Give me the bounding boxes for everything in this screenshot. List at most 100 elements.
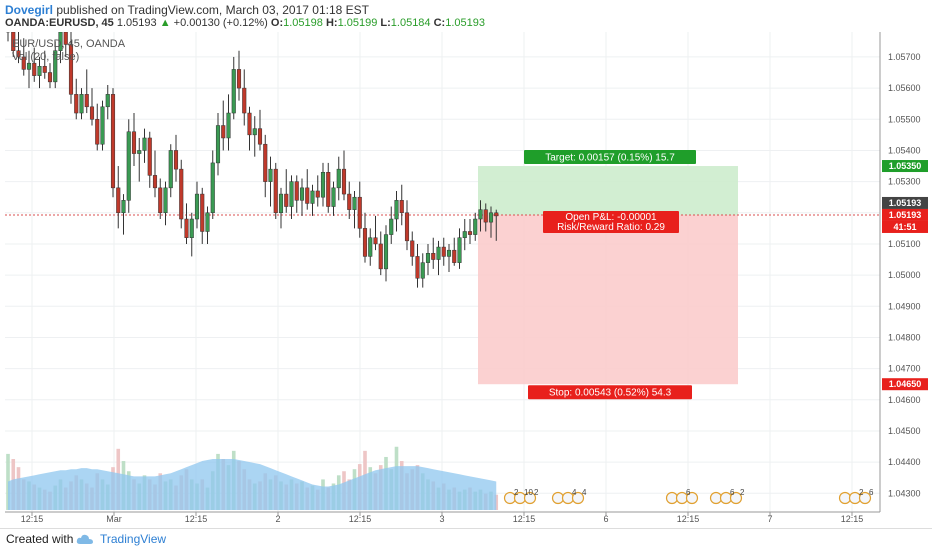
candle-body <box>278 193 284 214</box>
y-tick-label: 1.04500 <box>888 426 921 436</box>
candle-body <box>84 94 89 108</box>
candle-body <box>268 168 273 182</box>
candle-body <box>263 143 268 182</box>
candle-body <box>131 131 137 154</box>
stop-label: Stop: 0.00543 (0.52%) 54.3 <box>549 388 672 399</box>
candle-body <box>42 66 47 73</box>
candle-body <box>184 218 189 238</box>
change-value: +0.00130 (+0.12%) <box>173 17 268 29</box>
publish-line: Dovegirl published on TradingView.com, M… <box>5 3 369 17</box>
created-with-text: Created with <box>6 532 74 546</box>
candle-body <box>252 128 257 136</box>
y-tick-label: 1.05400 <box>888 145 921 155</box>
x-tick-label: Mar <box>106 514 122 524</box>
candle-body <box>331 187 336 207</box>
risk-reward-label: Risk/Reward Ratio: 0.29 <box>557 222 665 233</box>
event-badge-count: 2 <box>534 488 539 497</box>
candle-body <box>210 162 215 214</box>
candle-body <box>436 246 441 260</box>
candle-body <box>53 50 58 83</box>
event-flag-icon <box>571 491 585 505</box>
event-badge-count: 2 <box>514 488 519 497</box>
last-price: 1.05193 <box>116 17 157 29</box>
chart-background <box>0 32 932 528</box>
candle-body <box>116 187 121 214</box>
candle-body <box>221 125 226 139</box>
y-tick-label: 1.04700 <box>888 364 921 374</box>
candle-body <box>425 253 431 263</box>
candle-body <box>362 228 368 257</box>
x-tick-label: 12:15 <box>677 514 700 524</box>
target-label-box <box>524 150 696 165</box>
volume-bar <box>6 453 10 510</box>
event-flag-icon <box>685 491 699 505</box>
countdown-marker: 41:51 <box>893 222 916 232</box>
candle-body <box>383 234 389 270</box>
candle-body <box>410 240 415 257</box>
y-tick-label: 1.05100 <box>888 239 921 249</box>
candle-body <box>389 218 394 235</box>
candle-body <box>26 62 32 70</box>
event-flag-icon <box>523 491 537 505</box>
candle-body <box>247 112 252 136</box>
x-tick-label: 6 <box>603 514 608 524</box>
low-value: 1.05184 <box>390 17 431 29</box>
candle-body <box>441 246 446 257</box>
candle-body <box>142 137 147 151</box>
ohlc-line: OANDA:EURUSD, 45 1.05193 ▲ +0.00130 (+0.… <box>5 17 485 29</box>
candle-body <box>357 196 362 229</box>
event-badge-group <box>503 491 537 505</box>
candle-body <box>446 249 452 257</box>
event-badge-count: 6 <box>686 488 691 497</box>
stop-label-box <box>528 385 692 400</box>
target-label: Target: 0.00157 (0.15%) 15.7 <box>545 153 675 164</box>
pnl-box <box>543 210 679 233</box>
candle-body <box>473 218 478 235</box>
candle-body <box>126 131 131 201</box>
author-link[interactable]: Dovegirl <box>5 3 54 17</box>
x-tick-label: 12:15 <box>349 514 372 524</box>
current-price-marker-box <box>882 208 928 221</box>
event-badge-group <box>665 491 699 505</box>
candle-body <box>341 168 347 195</box>
candle-body <box>452 249 457 263</box>
candle-body <box>242 87 247 114</box>
event-flag-icon <box>709 491 723 505</box>
candle-body <box>194 193 200 220</box>
series-legend[interactable]: EUR/USD, 45, OANDA <box>12 38 126 50</box>
candle-body <box>368 237 373 257</box>
footer: Created with TradingView <box>0 528 932 550</box>
candle-body <box>399 200 404 214</box>
candle-body <box>16 50 21 58</box>
candle-body <box>79 94 84 114</box>
candle-body <box>47 72 53 83</box>
stop-zone <box>478 214 738 385</box>
y-tick-label: 1.05300 <box>888 177 921 187</box>
candle-body <box>173 150 179 170</box>
candle-body <box>205 212 210 232</box>
candle-body <box>462 231 467 238</box>
y-tick-label: 1.04300 <box>888 488 921 498</box>
event-badge-count: 4 <box>582 488 587 497</box>
candle-body <box>483 209 488 223</box>
candle-body <box>100 106 105 145</box>
tradingview-cloud-icon <box>76 534 93 544</box>
tradingview-brand[interactable]: TradingView <box>100 532 167 546</box>
close-price-marker: 1.05193 <box>889 198 922 208</box>
candle-body <box>394 200 399 220</box>
event-flag-icon <box>729 491 743 505</box>
candle-body <box>467 231 473 235</box>
candle-body <box>37 66 42 76</box>
event-badge-count: 6 <box>730 488 735 497</box>
event-badge-count: 4 <box>572 488 577 497</box>
candle-body <box>315 190 320 198</box>
countdown-marker-box <box>882 220 928 233</box>
published-text: published on TradingView.com, March 03, … <box>53 3 369 17</box>
volume-legend[interactable]: Vol (20, false) <box>12 51 80 63</box>
candle-body <box>158 187 163 214</box>
event-badge-count: 2 <box>859 488 864 497</box>
candle-body <box>74 94 79 114</box>
candle-body <box>121 200 126 214</box>
candle-body <box>11 32 16 51</box>
price-chart[interactable]: 1.04300 1.04400 1.04500 1.04600 1.04700 1.048… <box>0 32 932 528</box>
